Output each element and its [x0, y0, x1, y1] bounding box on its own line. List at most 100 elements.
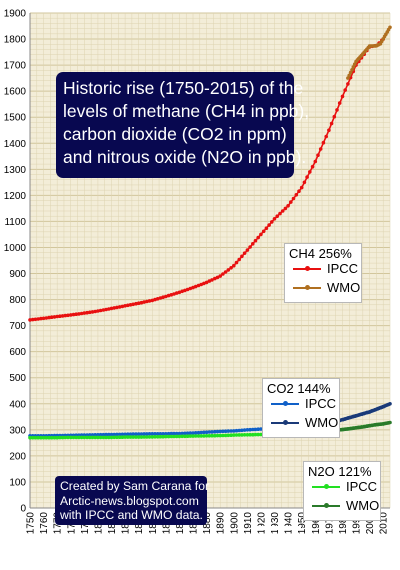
legend-n2o-wmo-marker — [324, 503, 329, 508]
point-ch4-ipcc — [316, 153, 320, 157]
point-ch4-ipcc — [335, 108, 339, 112]
point-n2o-ipcc — [251, 432, 255, 437]
point-n2o-ipcc — [183, 434, 187, 439]
point-ch4-ipcc — [47, 315, 51, 320]
point-n2o-ipcc — [71, 435, 76, 440]
point-n2o-ipcc — [74, 435, 78, 440]
point-ch4-ipcc — [278, 211, 282, 216]
point-ch4-ipcc — [272, 217, 277, 221]
point-n2o-ipcc — [204, 434, 209, 438]
point-co2-ipcc — [196, 430, 201, 435]
point-n2o-ipcc — [169, 434, 174, 439]
point-ch4-ipcc — [112, 306, 116, 310]
point-ch4-ipcc — [275, 214, 280, 218]
point-n2o-ipcc — [117, 435, 122, 440]
point-ch4-ipcc — [232, 263, 236, 268]
title-line-4: and nitrous oxide (N2O in ppb). — [63, 147, 307, 167]
title-line-2: levels of methane (CH4 in ppb), — [63, 101, 310, 121]
point-ch4-ipcc — [202, 281, 206, 286]
y-tick-label: 700 — [9, 321, 26, 332]
y-tick-labels: 0 100 200 300 400 500 600 700 800 900 1000 1100 1200… — [4, 9, 27, 515]
point-ch4-wmo — [350, 68, 354, 72]
point-co2-ipcc — [234, 428, 239, 433]
chart-title: Historic rise (1750-2015) of the levels … — [56, 72, 310, 178]
point-co2-ipcc — [253, 427, 258, 432]
legend-ch4-ipcc-marker — [305, 266, 310, 271]
point-ch4-ipcc — [155, 297, 160, 301]
point-n2o-ipcc — [79, 435, 84, 440]
point-ch4-ipcc — [294, 193, 299, 197]
point-ch4-ipcc — [77, 312, 81, 316]
point-n2o-ipcc — [155, 435, 160, 439]
legend-co2-ipcc-marker — [283, 401, 288, 406]
point-co2-ipcc — [134, 432, 138, 436]
y-tick-label: 500 — [9, 373, 26, 384]
point-ch4-ipcc — [204, 280, 209, 285]
point-n2o-ipcc — [41, 435, 46, 440]
point-ch4-ipcc — [332, 114, 337, 119]
point-co2-ipcc — [166, 431, 171, 436]
point-ch4-ipcc — [329, 121, 334, 126]
legend-co2-wmo-label: WMO — [305, 415, 339, 430]
x-tick-label: 1940 — [284, 512, 295, 535]
point-co2-ipcc — [169, 431, 174, 436]
point-n2o-ipcc — [120, 435, 125, 440]
point-n2o-ipcc — [242, 433, 247, 437]
point-ch4-ipcc — [223, 270, 228, 274]
point-co2-ipcc — [115, 432, 119, 437]
white-strip — [257, 526, 301, 530]
point-n2o-ipcc — [248, 432, 252, 437]
credit-line-1: Created by Sam Carana for — [60, 479, 210, 493]
point-ch4-ipcc — [98, 308, 103, 313]
point-ch4-ipcc — [93, 309, 97, 314]
point-n2o-ipcc — [123, 435, 127, 439]
point-n2o-ipcc — [226, 433, 231, 438]
point-ch4-ipcc — [299, 185, 304, 190]
point-co2-ipcc — [136, 432, 141, 436]
point-n2o-ipcc — [185, 434, 190, 439]
point-n2o-ipcc — [145, 435, 149, 439]
point-co2-ipcc — [183, 431, 187, 436]
legend-ch4-ipcc-label: IPCC — [327, 261, 359, 276]
y-tick-label: 400 — [9, 399, 26, 410]
point-n2o-ipcc — [93, 435, 97, 440]
point-co2-ipcc — [174, 431, 179, 436]
point-co2-ipcc — [213, 429, 217, 434]
point-ch4-ipcc — [218, 274, 222, 278]
point-ch4-ipcc — [229, 266, 233, 270]
point-ch4-ipcc — [150, 298, 155, 303]
point-ch4-ipcc — [30, 317, 35, 322]
point-co2-ipcc — [142, 432, 146, 436]
point-co2-ipcc — [215, 429, 220, 434]
point-ch4-ipcc — [139, 300, 144, 305]
y-tick-label: 600 — [9, 347, 26, 358]
point-n2o-ipcc — [232, 433, 236, 437]
point-n2o-ipcc — [104, 435, 108, 440]
point-co2-ipcc — [193, 431, 198, 435]
point-ch4-ipcc — [39, 316, 43, 321]
point-ch4-ipcc — [85, 310, 89, 315]
point-ch4-ipcc — [142, 300, 146, 304]
point-co2-ipcc — [242, 428, 247, 432]
point-ch4-ipcc — [240, 254, 244, 259]
point-ch4-ipcc — [136, 301, 141, 306]
legend-ch4: CH4 256% IPCC WMO — [284, 243, 362, 303]
point-ch4-ipcc — [147, 299, 152, 303]
point-n2o-ipcc — [188, 434, 193, 438]
point-ch4-ipcc — [196, 283, 201, 288]
point-n2o-ipcc — [221, 433, 225, 438]
point-co2-ipcc — [199, 430, 203, 435]
point-ch4-ipcc — [104, 307, 108, 312]
point-ch4-wmo — [388, 25, 392, 30]
point-ch4-ipcc — [191, 285, 195, 290]
point-n2o-ipcc — [150, 435, 155, 439]
point-n2o-ipcc — [44, 435, 49, 440]
point-co2-wmo — [388, 402, 392, 406]
point-ch4-ipcc — [55, 314, 59, 319]
legend-co2-ipcc-label: IPCC — [305, 396, 337, 411]
point-co2-ipcc — [104, 432, 108, 437]
point-n2o-ipcc — [142, 435, 146, 439]
point-ch4-ipcc — [44, 316, 49, 320]
point-n2o-ipcc — [172, 434, 176, 439]
point-n2o-ipcc — [191, 434, 195, 438]
